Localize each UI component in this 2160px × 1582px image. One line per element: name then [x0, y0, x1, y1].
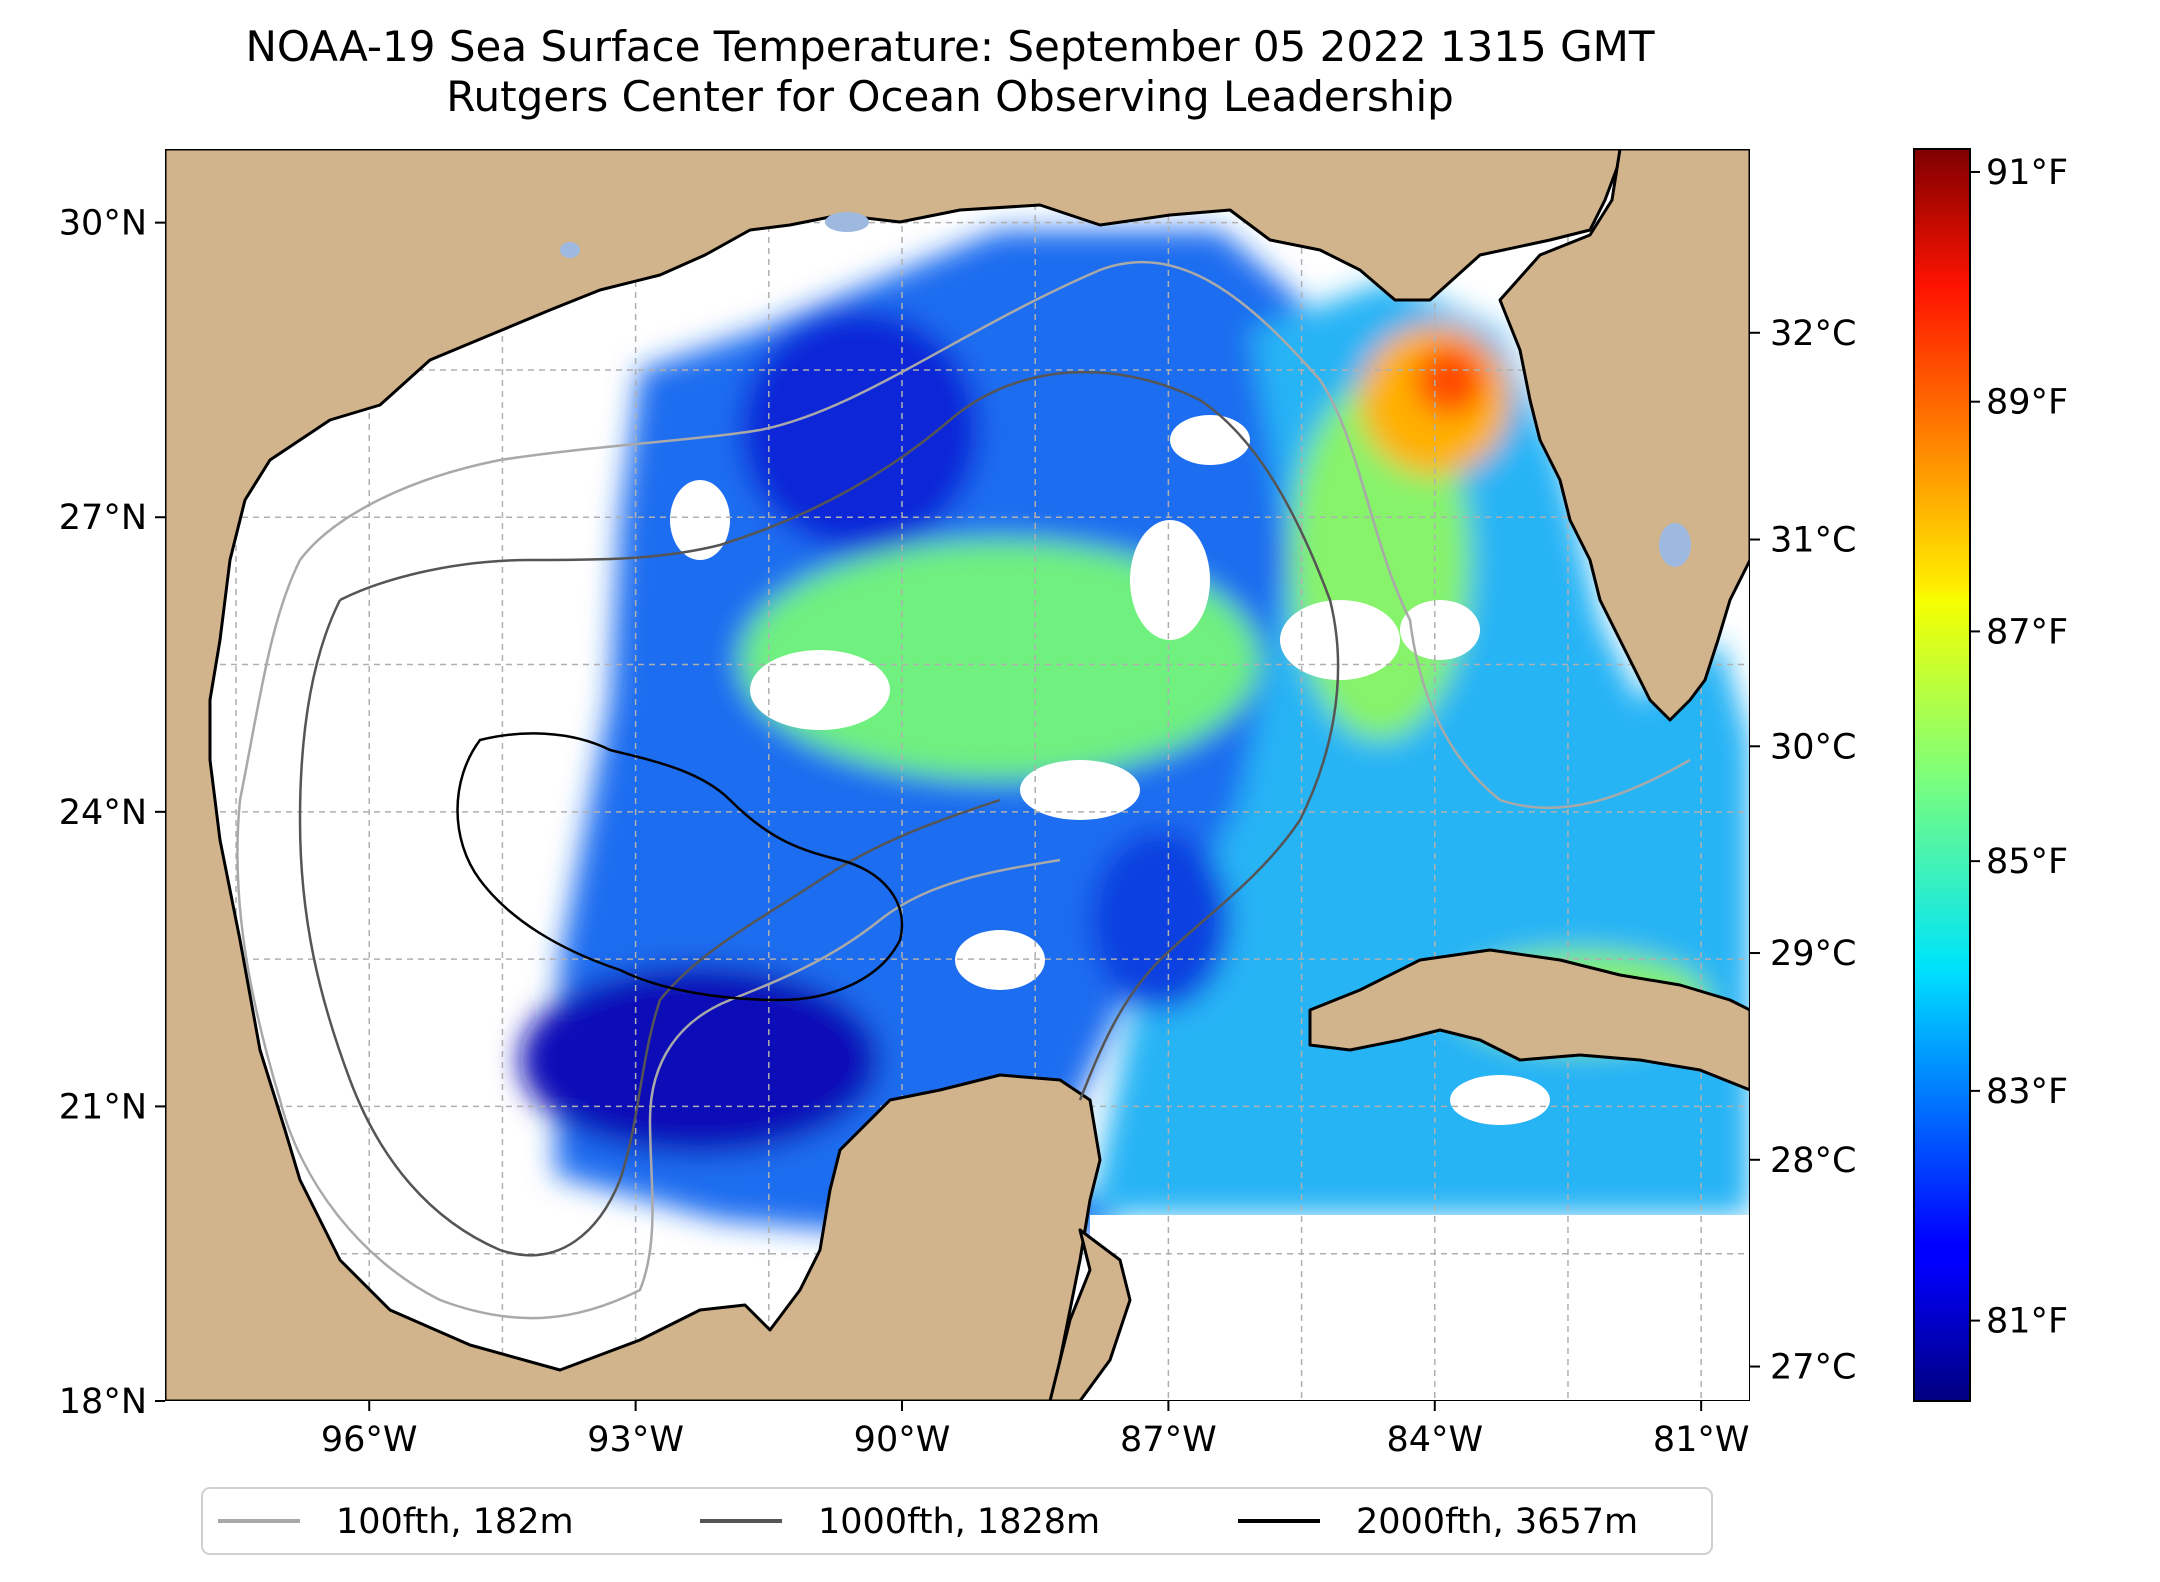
y-tick-label: 18°N — [59, 1382, 147, 1422]
title-line-1: NOAA-19 Sea Surface Temperature: Septemb… — [245, 22, 1655, 71]
sst-hot-core — [1415, 345, 1485, 415]
cloud-mask — [670, 415, 1550, 1125]
land-cuba — [1308, 948, 1750, 1092]
y-tick-label: 27°N — [59, 498, 147, 538]
colorbar-f-label: 89°F — [1986, 383, 2068, 423]
legend: 100fth, 182m 1000fth, 1828m 2000fth, 3657m — [201, 1487, 1713, 1555]
sst-warm-central — [740, 540, 1260, 780]
legend-label: 1000fth, 1828m — [818, 1502, 1100, 1542]
colorbar-f-label: 91°F — [1986, 153, 2068, 193]
celsius-label: 29°C — [1770, 934, 1856, 974]
y-tick-label: 30°N — [59, 204, 147, 244]
x-tick-label: 87°W — [1120, 1420, 1217, 1460]
lakes — [560, 212, 1691, 567]
land-central-america — [1048, 1228, 1132, 1401]
sst-cold-yucatan — [520, 965, 880, 1155]
colorbar-f-label: 83°F — [1986, 1072, 2068, 1112]
celsius-label: 28°C — [1770, 1141, 1856, 1181]
celsius-label: 31°C — [1770, 521, 1856, 561]
sst-cold-north — [740, 310, 980, 550]
celsius-label: 30°C — [1770, 727, 1856, 767]
contour-100fth — [236, 260, 1691, 1320]
land — [165, 149, 1750, 1401]
colorbar: 91°F 89°F 87°F 85°F 83°F 81°F 32°C 31°C 30°C 29°C… — [1750, 148, 2068, 1402]
y-tick-label: 21°N — [59, 1087, 147, 1127]
title-line-2: Rutgers Center for Ocean Observing Leade… — [446, 72, 1454, 121]
x-tick-label: 81°W — [1653, 1420, 1750, 1460]
x-tick-label: 93°W — [587, 1420, 684, 1460]
colorbar-f-label: 87°F — [1986, 612, 2068, 652]
celsius-label: 32°C — [1770, 314, 1856, 354]
colorbar-f-label: 85°F — [1986, 842, 2068, 882]
bathymetry-contours — [236, 260, 1691, 1320]
y-tick-label: 24°N — [59, 793, 147, 833]
sst-cold-channel — [1090, 830, 1230, 1010]
x-tick-label: 96°W — [321, 1420, 418, 1460]
contour-1000fth — [298, 370, 1340, 1257]
celsius-label: 27°C — [1770, 1348, 1856, 1388]
colorbar-f-label: 81°F — [1986, 1302, 2068, 1342]
legend-label: 100fth, 182m — [336, 1502, 574, 1542]
colorbar-gradient — [1913, 148, 1971, 1402]
sst-map — [165, 149, 1750, 1401]
legend-label: 2000fth, 3657m — [1356, 1502, 1638, 1542]
x-tick-label: 84°W — [1386, 1420, 1483, 1460]
map-axes: 96°W 93°W 90°W 87°W 84°W 81°W 30°N 27°N 24°N 21°N… — [59, 204, 1750, 1460]
contour-2000fth — [456, 732, 904, 1002]
x-tick-label: 90°W — [854, 1420, 951, 1460]
land-florida — [1498, 149, 1750, 722]
land-us-mexico — [165, 149, 1622, 1401]
nodata-southeast — [1090, 1215, 1750, 1401]
map-title: NOAA-19 Sea Surface Temperature: Septemb… — [0, 22, 1900, 122]
legend-box — [201, 1487, 1713, 1555]
